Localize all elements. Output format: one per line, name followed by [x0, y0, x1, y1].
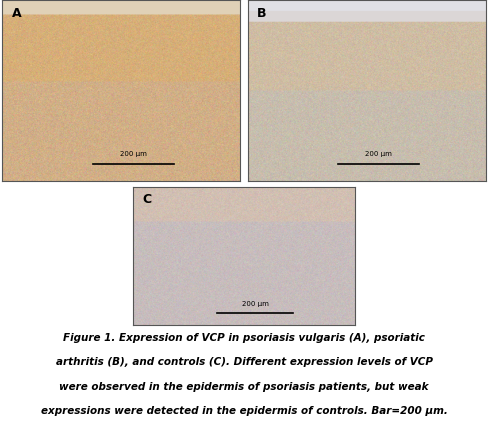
Text: 200 μm: 200 μm	[120, 151, 147, 157]
Text: A: A	[12, 7, 21, 20]
Text: expressions were detected in the epidermis of controls. Bar=200 μm.: expressions were detected in the epiderm…	[41, 406, 447, 416]
Text: arthritis (B), and controls (C). Different expression levels of VCP: arthritis (B), and controls (C). Differe…	[56, 357, 432, 368]
Text: Figure 1. Expression of VCP in psoriasis vulgaris (A), psoriatic: Figure 1. Expression of VCP in psoriasis…	[63, 333, 425, 343]
Text: C: C	[142, 193, 151, 206]
Text: B: B	[257, 7, 266, 20]
Text: 200 μm: 200 μm	[242, 301, 268, 307]
Text: were observed in the epidermis of psoriasis patients, but weak: were observed in the epidermis of psoria…	[59, 382, 429, 392]
Text: 200 μm: 200 μm	[365, 151, 392, 157]
